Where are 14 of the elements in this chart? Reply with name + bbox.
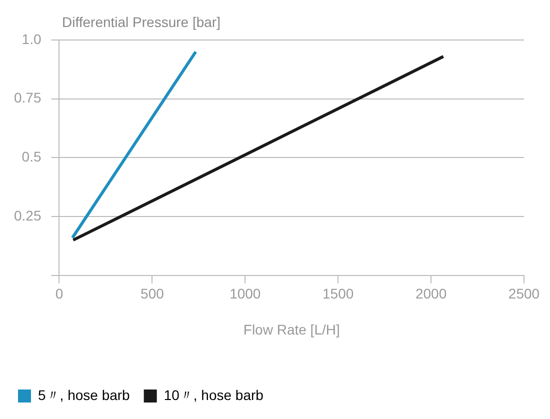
y-axis-title: Differential Pressure [bar] — [62, 14, 220, 30]
x-tick-label: 1500 — [322, 286, 354, 302]
legend-label: 5〃, hose barb — [38, 386, 130, 403]
x-tick-label: 1000 — [230, 286, 261, 302]
y-tick-label: 0.25 — [14, 207, 42, 224]
x-tick-label: 2500 — [508, 286, 540, 302]
y-tick-label: 0.5 — [22, 148, 42, 165]
y-tick-label: 1.0 — [22, 30, 42, 47]
x-tick-label: 2000 — [415, 286, 447, 302]
x-tick-label: 0 — [55, 286, 64, 302]
legend-label: 10〃, hose barb — [164, 386, 264, 403]
x-tick-label: 500 — [140, 286, 164, 302]
x-axis-title: Flow Rate [L/H] — [243, 321, 340, 338]
y-tick-label: 0.75 — [14, 90, 42, 106]
